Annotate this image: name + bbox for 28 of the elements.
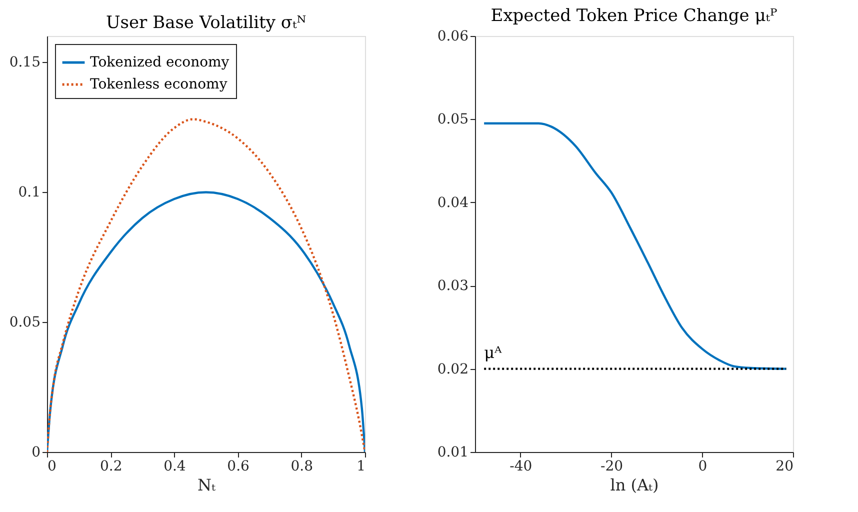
chart-title: Expected Token Price Change μₜᴾ — [490, 6, 778, 26]
legend-label: Tokenless economy — [90, 76, 228, 92]
x-tick-label: 0.4 — [164, 458, 186, 474]
x-tick-label: 20 — [776, 458, 794, 474]
chart-title: User Base Volatility σₜᴺ — [106, 13, 306, 33]
series-label: μᴬ — [484, 342, 502, 362]
x-tick-label: -20 — [600, 458, 624, 474]
x-tick-label: 0 — [698, 458, 708, 474]
y-tick-label: 0.05 — [437, 112, 468, 128]
y-tick-label: 0.15 — [9, 54, 40, 70]
x-tick-label: 1 — [356, 458, 366, 474]
y-tick-label: 0.04 — [437, 194, 469, 211]
x-axis-title: ln (Aₜ) — [610, 476, 659, 494]
y-tick-label: 0.06 — [437, 28, 469, 44]
y-tick-label: 0 — [32, 444, 40, 460]
y-tick-label: 0.02 — [437, 361, 468, 378]
x-axis-title: Nₜ — [198, 476, 216, 494]
y-tick-label: 0.1 — [18, 184, 40, 200]
y-tick-label: 0.05 — [9, 314, 40, 330]
line-series — [482, 122, 788, 370]
x-tick-label: 0.2 — [100, 458, 122, 474]
legend-label: Tokenized economy — [90, 54, 230, 70]
y-tick-label: 0.03 — [437, 278, 468, 294]
x-tick-label: 0 — [48, 458, 56, 474]
x-tick-label: -40 — [510, 458, 532, 474]
x-tick-label: 0.8 — [290, 458, 314, 474]
y-tick-label: 0.01 — [437, 444, 468, 460]
x-tick-label: 0.6 — [227, 458, 250, 474]
